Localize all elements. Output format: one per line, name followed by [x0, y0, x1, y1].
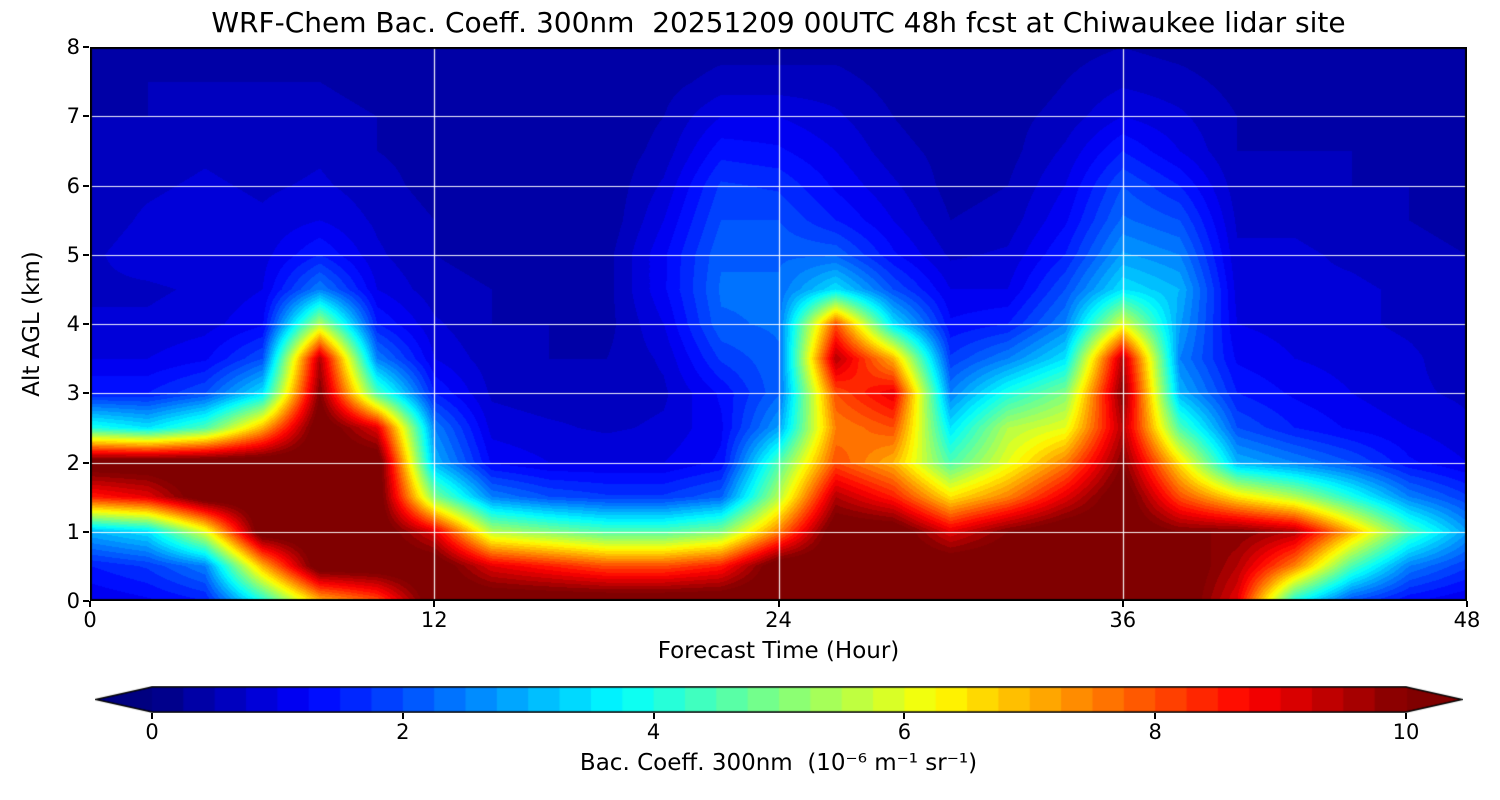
x-tick-mark: [1466, 601, 1468, 607]
y-tick-label: 4: [66, 312, 80, 336]
x-tick-label: 48: [1453, 608, 1481, 632]
y-tick-mark: [83, 461, 89, 464]
colorbar-tick-label: 0: [145, 720, 159, 744]
y-tick-mark: [83, 392, 89, 395]
y-tick-label: 8: [66, 35, 80, 59]
colorbar-tick-label: 10: [1392, 720, 1420, 744]
x-tick-label: 0: [83, 608, 97, 632]
y-tick-mark: [83, 184, 89, 187]
y-tick-mark: [83, 46, 89, 48]
x-tick-label: 24: [765, 608, 792, 632]
y-tick-label: 2: [66, 450, 80, 475]
y-tick-label: 7: [66, 104, 80, 129]
y-tick-label: 6: [66, 173, 80, 198]
y-tick-mark: [83, 530, 89, 533]
x-tick-label: 36: [1109, 608, 1137, 632]
chart-title: WRF-Chem Bac. Coeff. 300nm 20251209 00UT…: [211, 6, 1346, 39]
x-tick-mark: [777, 601, 780, 607]
colorbar-tick-mark: [903, 713, 906, 719]
colorbar-tick-mark: [652, 713, 655, 719]
x-tick-mark: [433, 601, 436, 607]
y-tick-mark: [83, 600, 89, 602]
colorbar-tick-mark: [401, 713, 404, 719]
colorbar-tick-mark: [1154, 713, 1157, 719]
colorbar-label: Bac. Coeff. 300nm (10⁻⁶ m⁻¹ sr⁻¹): [579, 750, 978, 776]
y-tick-label: 3: [66, 381, 80, 406]
x-tick-mark: [89, 601, 91, 607]
x-axis-label: Forecast Time (Hour): [657, 638, 900, 664]
colorbar-tick-label: 6: [897, 720, 912, 744]
colorbar-tick-label: 2: [396, 720, 410, 744]
y-tick-mark: [83, 115, 89, 118]
colorbar-tick-mark: [1405, 713, 1407, 719]
y-tick-label: 0: [66, 589, 80, 613]
colorbar-tick-label: 4: [646, 720, 661, 744]
y-tick-label: 5: [66, 242, 80, 267]
y-tick-label: 1: [66, 519, 80, 544]
heatmap-canvas: [90, 47, 1467, 601]
y-tick-mark: [83, 323, 89, 325]
colorbar-canvas: [95, 686, 1463, 713]
x-tick-mark: [1121, 601, 1124, 607]
colorbar-tick-label: 8: [1148, 720, 1162, 744]
y-tick-mark: [83, 253, 89, 256]
colorbar-tick-mark: [151, 713, 153, 719]
x-tick-label: 12: [420, 608, 448, 632]
